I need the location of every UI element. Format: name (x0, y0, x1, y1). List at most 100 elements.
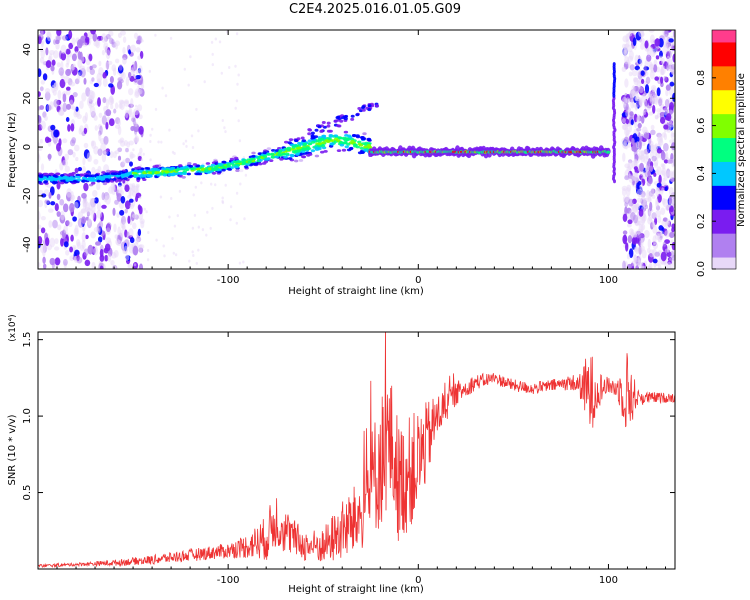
spectrogram-cell (655, 210, 661, 218)
spectrogram-y-tick-label: 20 (22, 92, 33, 105)
spectrogram-cell (132, 245, 139, 256)
spectrogram-cell (38, 210, 41, 221)
spectrogram-cell (191, 226, 195, 230)
spectrogram-cell (645, 76, 651, 85)
spectrogram-cell (665, 205, 670, 211)
spectrogram-cell (341, 148, 347, 152)
spectrogram-cell (625, 242, 629, 252)
spectrogram-cell (626, 253, 631, 260)
spectrogram-cell (317, 125, 322, 129)
spectrogram-cell (101, 115, 107, 125)
spectrogram-cell (50, 201, 56, 206)
spectrogram-cell (101, 171, 106, 174)
spectrogram-cell (178, 172, 184, 176)
spectrogram-cell (629, 64, 635, 71)
spectrogram-cell (233, 165, 239, 169)
spectrogram-cell (87, 217, 92, 226)
colorbar-segment (712, 73, 736, 79)
spectrogram-cell (94, 173, 99, 177)
spectrogram-cell (221, 168, 226, 172)
spectrogram-cell (195, 261, 198, 265)
spectrogram-cell (226, 164, 231, 168)
colorbar: 0.0 0.2 0.4 0.6 0.8 Normalized spectral ampl… (696, 29, 747, 277)
spectrogram-cell (133, 169, 139, 173)
spectrogram-cell (327, 137, 332, 141)
spectrogram-cell (122, 36, 127, 43)
spectrogram-cell (274, 149, 280, 152)
spectrogram-x-tick-label: -100 (217, 275, 240, 286)
spectrogram-cell (115, 238, 121, 246)
spectrogram-cell (358, 143, 364, 147)
spectrogram-cell (624, 127, 630, 137)
spectrogram-cell (120, 196, 126, 204)
colorbar-segment (712, 197, 736, 202)
spectrogram-cell (184, 165, 189, 169)
spectrogram-cell (163, 254, 166, 258)
spectrogram-cell (105, 49, 111, 60)
spectrogram-cell (235, 169, 240, 173)
spectrogram-cell (355, 134, 360, 138)
spectrogram-cell (192, 163, 198, 166)
spectrogram-cell (622, 213, 628, 222)
spectrogram-cell (38, 68, 42, 77)
spectrogram-cell (51, 59, 56, 66)
spectrogram-cell (77, 71, 81, 81)
spectrogram-cell (631, 236, 638, 245)
colorbar-segment (712, 65, 736, 71)
spectrogram-cell (258, 159, 263, 162)
spectrogram-cell (237, 160, 242, 164)
spectrogram-cell (326, 124, 331, 128)
spectrogram-cell (350, 114, 355, 118)
colorbar-segment (712, 261, 736, 266)
spectrogram-cell (211, 52, 214, 56)
spectrogram-cell (654, 76, 660, 81)
spectrogram-cell (128, 71, 132, 79)
spectrogram-cell (124, 254, 130, 261)
spectrogram-cell (241, 161, 246, 165)
spectrogram-cell (352, 143, 358, 147)
spectrogram-cell (234, 156, 239, 160)
spectrogram-cell (123, 100, 130, 107)
spectrogram-cell (119, 229, 124, 238)
spectrogram-cell (662, 198, 669, 208)
spectrogram-cell (633, 262, 639, 269)
spectrogram-cell (128, 140, 134, 146)
spectrogram-cell (644, 84, 650, 94)
spectrogram-cell (154, 33, 157, 37)
spectrogram-cell (631, 137, 635, 145)
spectrogram-cell (321, 141, 326, 145)
spectrogram-cell (654, 251, 660, 257)
spectrogram-cell (86, 152, 91, 162)
spectrogram-cell (660, 66, 665, 76)
spectrogram-cell (628, 31, 633, 37)
spectrogram-cell (62, 102, 68, 112)
spectrogram-cell (84, 174, 90, 178)
spectrogram-cell (633, 214, 638, 224)
spectrogram-cell (87, 244, 94, 255)
spectrogram-cell (84, 111, 88, 122)
spectrogram-cell (138, 263, 144, 269)
colorbar-segment (712, 49, 736, 55)
spectrogram-cell (641, 215, 646, 225)
spectrogram-cell (634, 104, 638, 111)
spectrogram-cell (102, 149, 109, 156)
spectrogram-cell (110, 182, 116, 191)
spectrogram-y-tick-label: 0 (22, 144, 33, 150)
spectrogram-cell (133, 76, 137, 79)
spectrogram-cell (665, 84, 671, 91)
spectrogram-y-tick-label: 40 (22, 43, 33, 56)
spectrogram-cell (655, 169, 660, 175)
spectrogram-cell (635, 141, 640, 149)
spectrogram-cell (640, 115, 645, 124)
spectrogram-cell (310, 149, 316, 153)
spectrogram-cell (624, 175, 630, 181)
spectrogram-cell (636, 127, 642, 132)
spectrogram-cell (72, 216, 77, 222)
spectrogram-cell (258, 162, 263, 166)
spectrogram-cell (87, 174, 93, 178)
colorbar-segment (712, 57, 736, 63)
spectrogram-cell (118, 103, 123, 109)
spectrogram-cell (89, 197, 96, 203)
spectrogram-cell (81, 232, 87, 242)
spectrogram-cell (153, 167, 158, 171)
